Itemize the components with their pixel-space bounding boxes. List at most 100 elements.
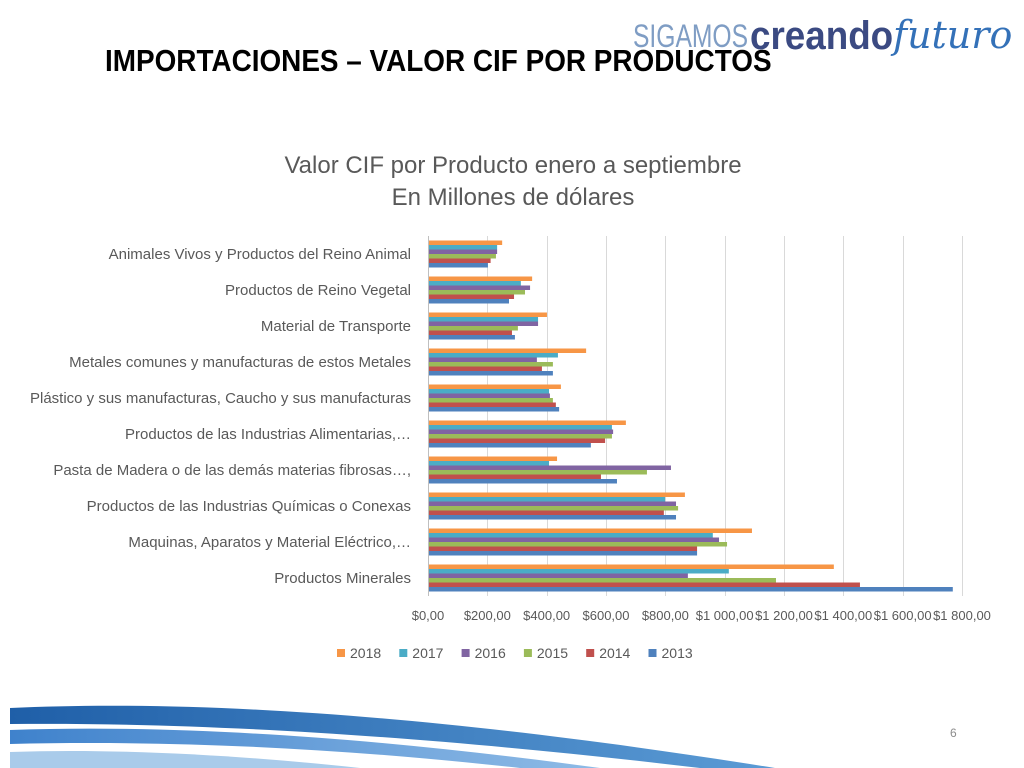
x-tick-label: $0,00 <box>412 608 445 623</box>
bar-2018-productos-de-las-industrias-quimicas-o-conexas <box>429 492 685 497</box>
bar-2014-pasta-de-madera-o-de-las-demas-materias-fibrosas <box>429 474 601 479</box>
legend-label-2013: 2013 <box>662 645 693 661</box>
bar-2015-material-de-transporte <box>429 326 518 331</box>
bar-2015-maquinas-aparatos-y-material-electrico <box>429 542 728 547</box>
logo-text-futuro: futuro <box>893 13 1013 57</box>
bar-2017-metales-comunes-y-manufacturas-de-estos-metales <box>429 353 558 358</box>
bar-2015-plastico-y-sus-manufacturas-caucho-y-sus-manufacturas <box>429 398 553 403</box>
legend-label-2015: 2015 <box>537 645 568 661</box>
bar-2017-productos-de-las-industrias-alimentarias <box>429 425 612 430</box>
bar-2016-productos-minerales <box>429 573 688 578</box>
category-label-productos-de-reino-vegetal: Productos de Reino Vegetal <box>225 282 411 299</box>
bar-2016-animales-vivos-y-productos-del-reino-animal <box>429 249 498 254</box>
x-tick-label: $1 000,00 <box>696 608 754 623</box>
decorative-wave-band <box>10 750 360 768</box>
bar-2018-animales-vivos-y-productos-del-reino-animal <box>429 240 503 245</box>
decorative-wave-band <box>10 728 600 768</box>
legend-label-2017: 2017 <box>412 645 443 661</box>
bar-2014-plastico-y-sus-manufacturas-caucho-y-sus-manufacturas <box>429 402 556 407</box>
decorative-wave-band <box>10 705 775 768</box>
bar-2013-maquinas-aparatos-y-material-electrico <box>429 551 698 556</box>
category-label-productos-minerales: Productos Minerales <box>274 570 411 587</box>
bar-2018-plastico-y-sus-manufacturas-caucho-y-sus-manufacturas <box>429 384 561 389</box>
bar-2018-pasta-de-madera-o-de-las-demas-materias-fibrosas <box>429 456 558 461</box>
slide-title: IMPORTACIONES – VALOR CIF POR PRODUCTOS <box>105 43 772 78</box>
bar-2014-productos-de-las-industrias-quimicas-o-conexas <box>429 510 664 515</box>
x-tick-label: $1 200,00 <box>755 608 813 623</box>
bar-2016-material-de-transporte <box>429 321 539 326</box>
legend-swatch-2018 <box>337 649 345 657</box>
bar-2017-plastico-y-sus-manufacturas-caucho-y-sus-manufacturas <box>429 389 550 394</box>
legend-swatch-2013 <box>648 649 657 657</box>
category-label-pasta-de-madera-o-de-las-demas-materias-fibrosas: Pasta de Madera o de las demás materias … <box>53 462 411 479</box>
bar-2014-metales-comunes-y-manufacturas-de-estos-metales <box>429 366 542 371</box>
bar-2017-productos-de-las-industrias-quimicas-o-conexas <box>429 497 666 502</box>
bar-2014-productos-de-las-industrias-alimentarias <box>429 438 606 443</box>
logo-text-sigamos: SIGAMOS <box>633 18 749 54</box>
bar-2016-productos-de-reino-vegetal <box>429 285 531 290</box>
bar-2016-pasta-de-madera-o-de-las-demas-materias-fibrosas <box>429 465 671 470</box>
legend-swatch-2014 <box>586 649 595 657</box>
x-tick-label: $400,00 <box>523 608 570 623</box>
legend-label-2014: 2014 <box>599 645 630 661</box>
bar-2015-pasta-de-madera-o-de-las-demas-materias-fibrosas <box>429 470 647 475</box>
bar-2018-maquinas-aparatos-y-material-electrico <box>429 528 752 533</box>
x-tick-label: $1 800,00 <box>933 608 991 623</box>
bar-2015-productos-de-las-industrias-alimentarias <box>429 434 612 439</box>
bar-2013-pasta-de-madera-o-de-las-demas-materias-fibrosas <box>429 479 617 484</box>
bar-2015-productos-minerales <box>429 578 776 583</box>
bar-2015-animales-vivos-y-productos-del-reino-animal <box>429 254 496 259</box>
legend-swatch-2015 <box>523 649 532 657</box>
bar-2013-productos-de-las-industrias-quimicas-o-conexas <box>429 515 677 520</box>
bar-2018-productos-de-reino-vegetal <box>429 276 533 281</box>
bar-2015-productos-de-las-industrias-quimicas-o-conexas <box>429 506 679 511</box>
category-label-animales-vivos-y-productos-del-reino-animal: Animales Vivos y Productos del Reino Ani… <box>109 246 411 263</box>
logo-text-creando: creando <box>750 14 894 58</box>
bar-2013-productos-de-las-industrias-alimentarias <box>429 443 591 448</box>
bar-2013-plastico-y-sus-manufacturas-caucho-y-sus-manufacturas <box>429 407 560 412</box>
category-label-material-de-transporte: Material de Transporte <box>261 318 411 335</box>
x-tick-label: $600,00 <box>583 608 630 623</box>
bar-2016-maquinas-aparatos-y-material-electrico <box>429 537 720 542</box>
category-label-metales-comunes-y-manufacturas-de-estos-metales: Metales comunes y manufacturas de estos … <box>69 354 411 371</box>
bar-2017-material-de-transporte <box>429 317 539 322</box>
x-tick-label: $200,00 <box>464 608 511 623</box>
x-tick-label: $800,00 <box>642 608 689 623</box>
legend-swatch-2016 <box>461 649 470 657</box>
bar-2017-maquinas-aparatos-y-material-electrico <box>429 533 713 538</box>
x-tick-label: $1 600,00 <box>874 608 932 623</box>
bar-2017-pasta-de-madera-o-de-las-demas-materias-fibrosas <box>429 461 550 466</box>
bar-2014-animales-vivos-y-productos-del-reino-animal <box>429 258 491 263</box>
category-label-productos-de-las-industrias-quimicas-o-conexas: Productos de las Industrias Químicas o C… <box>87 498 411 515</box>
bar-2013-animales-vivos-y-productos-del-reino-animal <box>429 263 488 268</box>
bar-2013-productos-de-reino-vegetal <box>429 299 509 304</box>
legend-label-2018: 2018 <box>350 645 381 661</box>
bar-2017-animales-vivos-y-productos-del-reino-animal <box>429 245 498 250</box>
bar-2014-maquinas-aparatos-y-material-electrico <box>429 546 698 551</box>
category-label-plastico-y-sus-manufacturas-caucho-y-sus-manufacturas: Plástico y sus manufacturas, Caucho y su… <box>30 390 411 407</box>
page-number: 6 <box>950 726 957 740</box>
bar-2015-productos-de-reino-vegetal <box>429 290 526 295</box>
bar-2016-productos-de-las-industrias-quimicas-o-conexas <box>429 501 677 506</box>
bar-2018-productos-minerales <box>429 564 834 569</box>
bar-2013-material-de-transporte <box>429 335 515 340</box>
x-tick-label: $1 400,00 <box>814 608 872 623</box>
bar-2018-material-de-transporte <box>429 312 547 317</box>
bar-2016-productos-de-las-industrias-alimentarias <box>429 429 614 434</box>
bar-2014-productos-minerales <box>429 582 860 587</box>
bar-2013-metales-comunes-y-manufacturas-de-estos-metales <box>429 371 553 376</box>
bar-2014-productos-de-reino-vegetal <box>429 294 515 299</box>
bar-2016-plastico-y-sus-manufacturas-caucho-y-sus-manufacturas <box>429 393 550 398</box>
bar-2013-productos-minerales <box>429 587 953 592</box>
bar-2016-metales-comunes-y-manufacturas-de-estos-metales <box>429 357 537 362</box>
chart-subtitle: En Millones de dólares <box>391 184 635 211</box>
bar-2018-metales-comunes-y-manufacturas-de-estos-metales <box>429 348 587 353</box>
legend-label-2016: 2016 <box>475 645 506 661</box>
category-label-productos-de-las-industrias-alimentarias: Productos de las Industrias Alimentarias… <box>125 426 411 443</box>
chart-title: Valor CIF por Producto enero a septiembr… <box>284 152 742 179</box>
bar-2017-productos-de-reino-vegetal <box>429 281 521 286</box>
category-label-maquinas-aparatos-y-material-electrico: Maquinas, Aparatos y Material Eléctrico,… <box>128 534 411 551</box>
